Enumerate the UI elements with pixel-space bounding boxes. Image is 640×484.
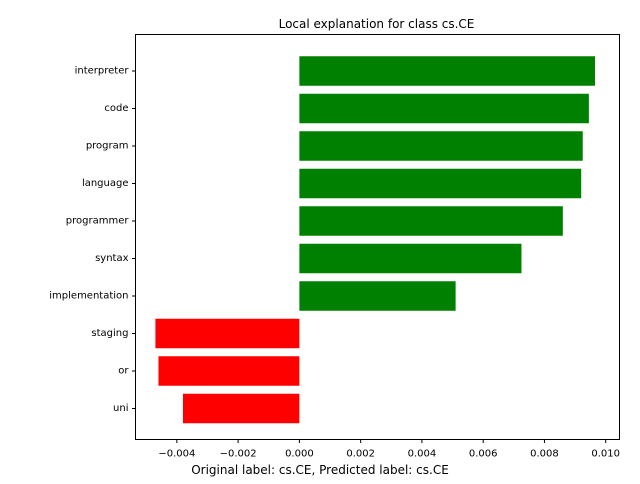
y-axis: interpreter code program language programmer… [49,66,136,414]
bar-program [299,131,583,161]
x-tick-label-3: 0.002 [346,449,375,460]
x-tick-label-7: 0.010 [591,449,620,460]
x-tick-label-4: 0.004 [408,449,437,460]
y-tick-label-interpreter: interpreter [75,66,130,77]
y-tick-label-program: program [86,141,129,152]
bar-staging [155,318,300,349]
y-tick-label-or: or [118,366,129,377]
y-tick-label-implementation: implementation [49,291,128,302]
y-tick-label-syntax: syntax [95,253,129,264]
y-tick-label-programmer: programmer [66,216,130,227]
bar-programmer [299,206,563,236]
y-tick-label-uni: uni [113,403,128,414]
y-tick-label-code: code [104,103,128,114]
bar-interpreter [299,56,595,86]
bar-syntax [299,243,522,274]
y-tick-label-language: language [82,178,129,189]
bar-or [158,356,300,386]
bar-code [299,93,589,124]
x-tick-label-1: −0.002 [220,449,257,460]
y-tick-label-staging: staging [91,328,128,339]
bar-language [299,168,582,199]
chart-caption: Original label: cs.CE, Predicted label: … [191,463,449,477]
x-tick-label-2: 0.000 [285,449,314,460]
bar-implementation [299,281,456,311]
bars-layer [155,56,595,424]
plot-frame [135,34,620,440]
x-tick-label-6: 0.008 [530,449,559,460]
x-axis: −0.004 −0.002 0.000 0.002 0.004 0.006 0.008 0.0… [158,439,620,460]
x-tick-label-5: 0.006 [469,449,498,460]
x-tick-label-0: −0.004 [158,449,195,460]
bar-uni [182,393,300,424]
chart-title: Local explanation for class cs.CE [279,17,475,31]
